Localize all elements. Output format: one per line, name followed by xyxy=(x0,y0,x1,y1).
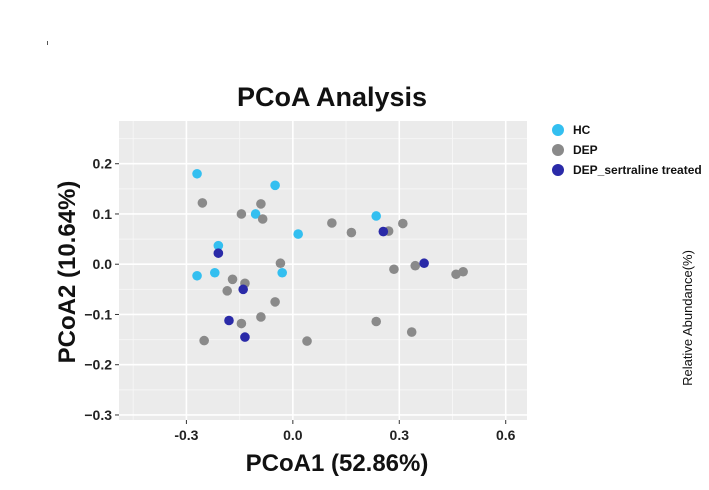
point-dep-sertraline-treated xyxy=(224,315,234,326)
point-dep xyxy=(410,260,421,271)
legend: HC DEP DEP_sertraline treated xyxy=(552,123,702,177)
point-hc xyxy=(371,211,382,221)
y-tick-label: −0.3 xyxy=(84,407,112,423)
point-dep-sertraline-treated xyxy=(378,226,389,237)
point-dep-sertraline-treated xyxy=(238,284,248,295)
x-tick-label: 0.6 xyxy=(496,427,516,443)
stray-mark xyxy=(47,41,48,45)
plot-area xyxy=(119,121,527,420)
relative-abundance-label: Relative Abundance(%) xyxy=(680,250,695,386)
point-dep xyxy=(275,258,286,269)
point-hc xyxy=(270,180,280,191)
point-hc xyxy=(250,209,261,219)
point-dep xyxy=(256,312,266,322)
major-grid xyxy=(119,121,527,420)
legend-key-hc xyxy=(552,124,564,136)
data-points xyxy=(192,168,468,346)
point-dep xyxy=(236,209,247,219)
x-tick-label: 0.3 xyxy=(390,427,410,443)
point-hc xyxy=(293,229,303,239)
y-axis-title: PCoA2 (10.64%) xyxy=(54,181,81,364)
legend-key-dep xyxy=(552,144,564,156)
chart-title: PCoA Analysis xyxy=(237,82,427,112)
point-dep xyxy=(222,286,233,296)
point-dep-sertraline-treated xyxy=(419,258,429,269)
point-dep xyxy=(197,198,208,208)
legend-label-dep: DEP xyxy=(573,143,598,157)
point-dep xyxy=(199,335,209,346)
point-dep-sertraline-treated xyxy=(213,248,224,258)
point-hc xyxy=(277,267,288,278)
legend-key-dep-sertraline-treated xyxy=(552,164,564,176)
point-dep xyxy=(389,264,399,275)
x-tick-label: -0.3 xyxy=(174,427,198,443)
legend-label-hc: HC xyxy=(573,123,591,137)
y-axis: −0.3 −0.2 −0.1 0.0 0.1 0.2 xyxy=(84,156,119,423)
point-dep xyxy=(302,336,312,346)
point-dep xyxy=(406,327,417,337)
y-tick-label: 0.2 xyxy=(93,156,113,172)
point-hc xyxy=(209,267,220,278)
x-axis: -0.3 0.0 0.3 0.6 xyxy=(174,420,516,443)
point-hc xyxy=(192,270,202,281)
y-tick-label: 0.1 xyxy=(93,206,113,222)
point-dep-sertraline-treated xyxy=(240,332,250,342)
point-dep xyxy=(227,274,238,285)
point-dep xyxy=(371,316,382,327)
point-dep xyxy=(458,266,468,277)
point-dep xyxy=(257,214,268,224)
x-axis-title: PCoA1 (52.86%) xyxy=(246,450,429,477)
point-dep xyxy=(270,297,280,307)
point-dep xyxy=(256,199,266,209)
point-dep xyxy=(346,227,357,238)
x-tick-label: 0.0 xyxy=(283,427,303,443)
legend-label-dep-sertraline-treated: DEP_sertraline treated xyxy=(573,163,702,177)
point-hc xyxy=(192,168,202,179)
y-tick-label: −0.2 xyxy=(84,357,112,373)
y-tick-label: −0.1 xyxy=(84,306,112,322)
point-dep xyxy=(398,218,408,229)
point-dep xyxy=(327,218,337,228)
point-hc xyxy=(213,240,224,251)
point-dep xyxy=(236,318,247,329)
y-tick-label: 0.0 xyxy=(93,256,113,272)
